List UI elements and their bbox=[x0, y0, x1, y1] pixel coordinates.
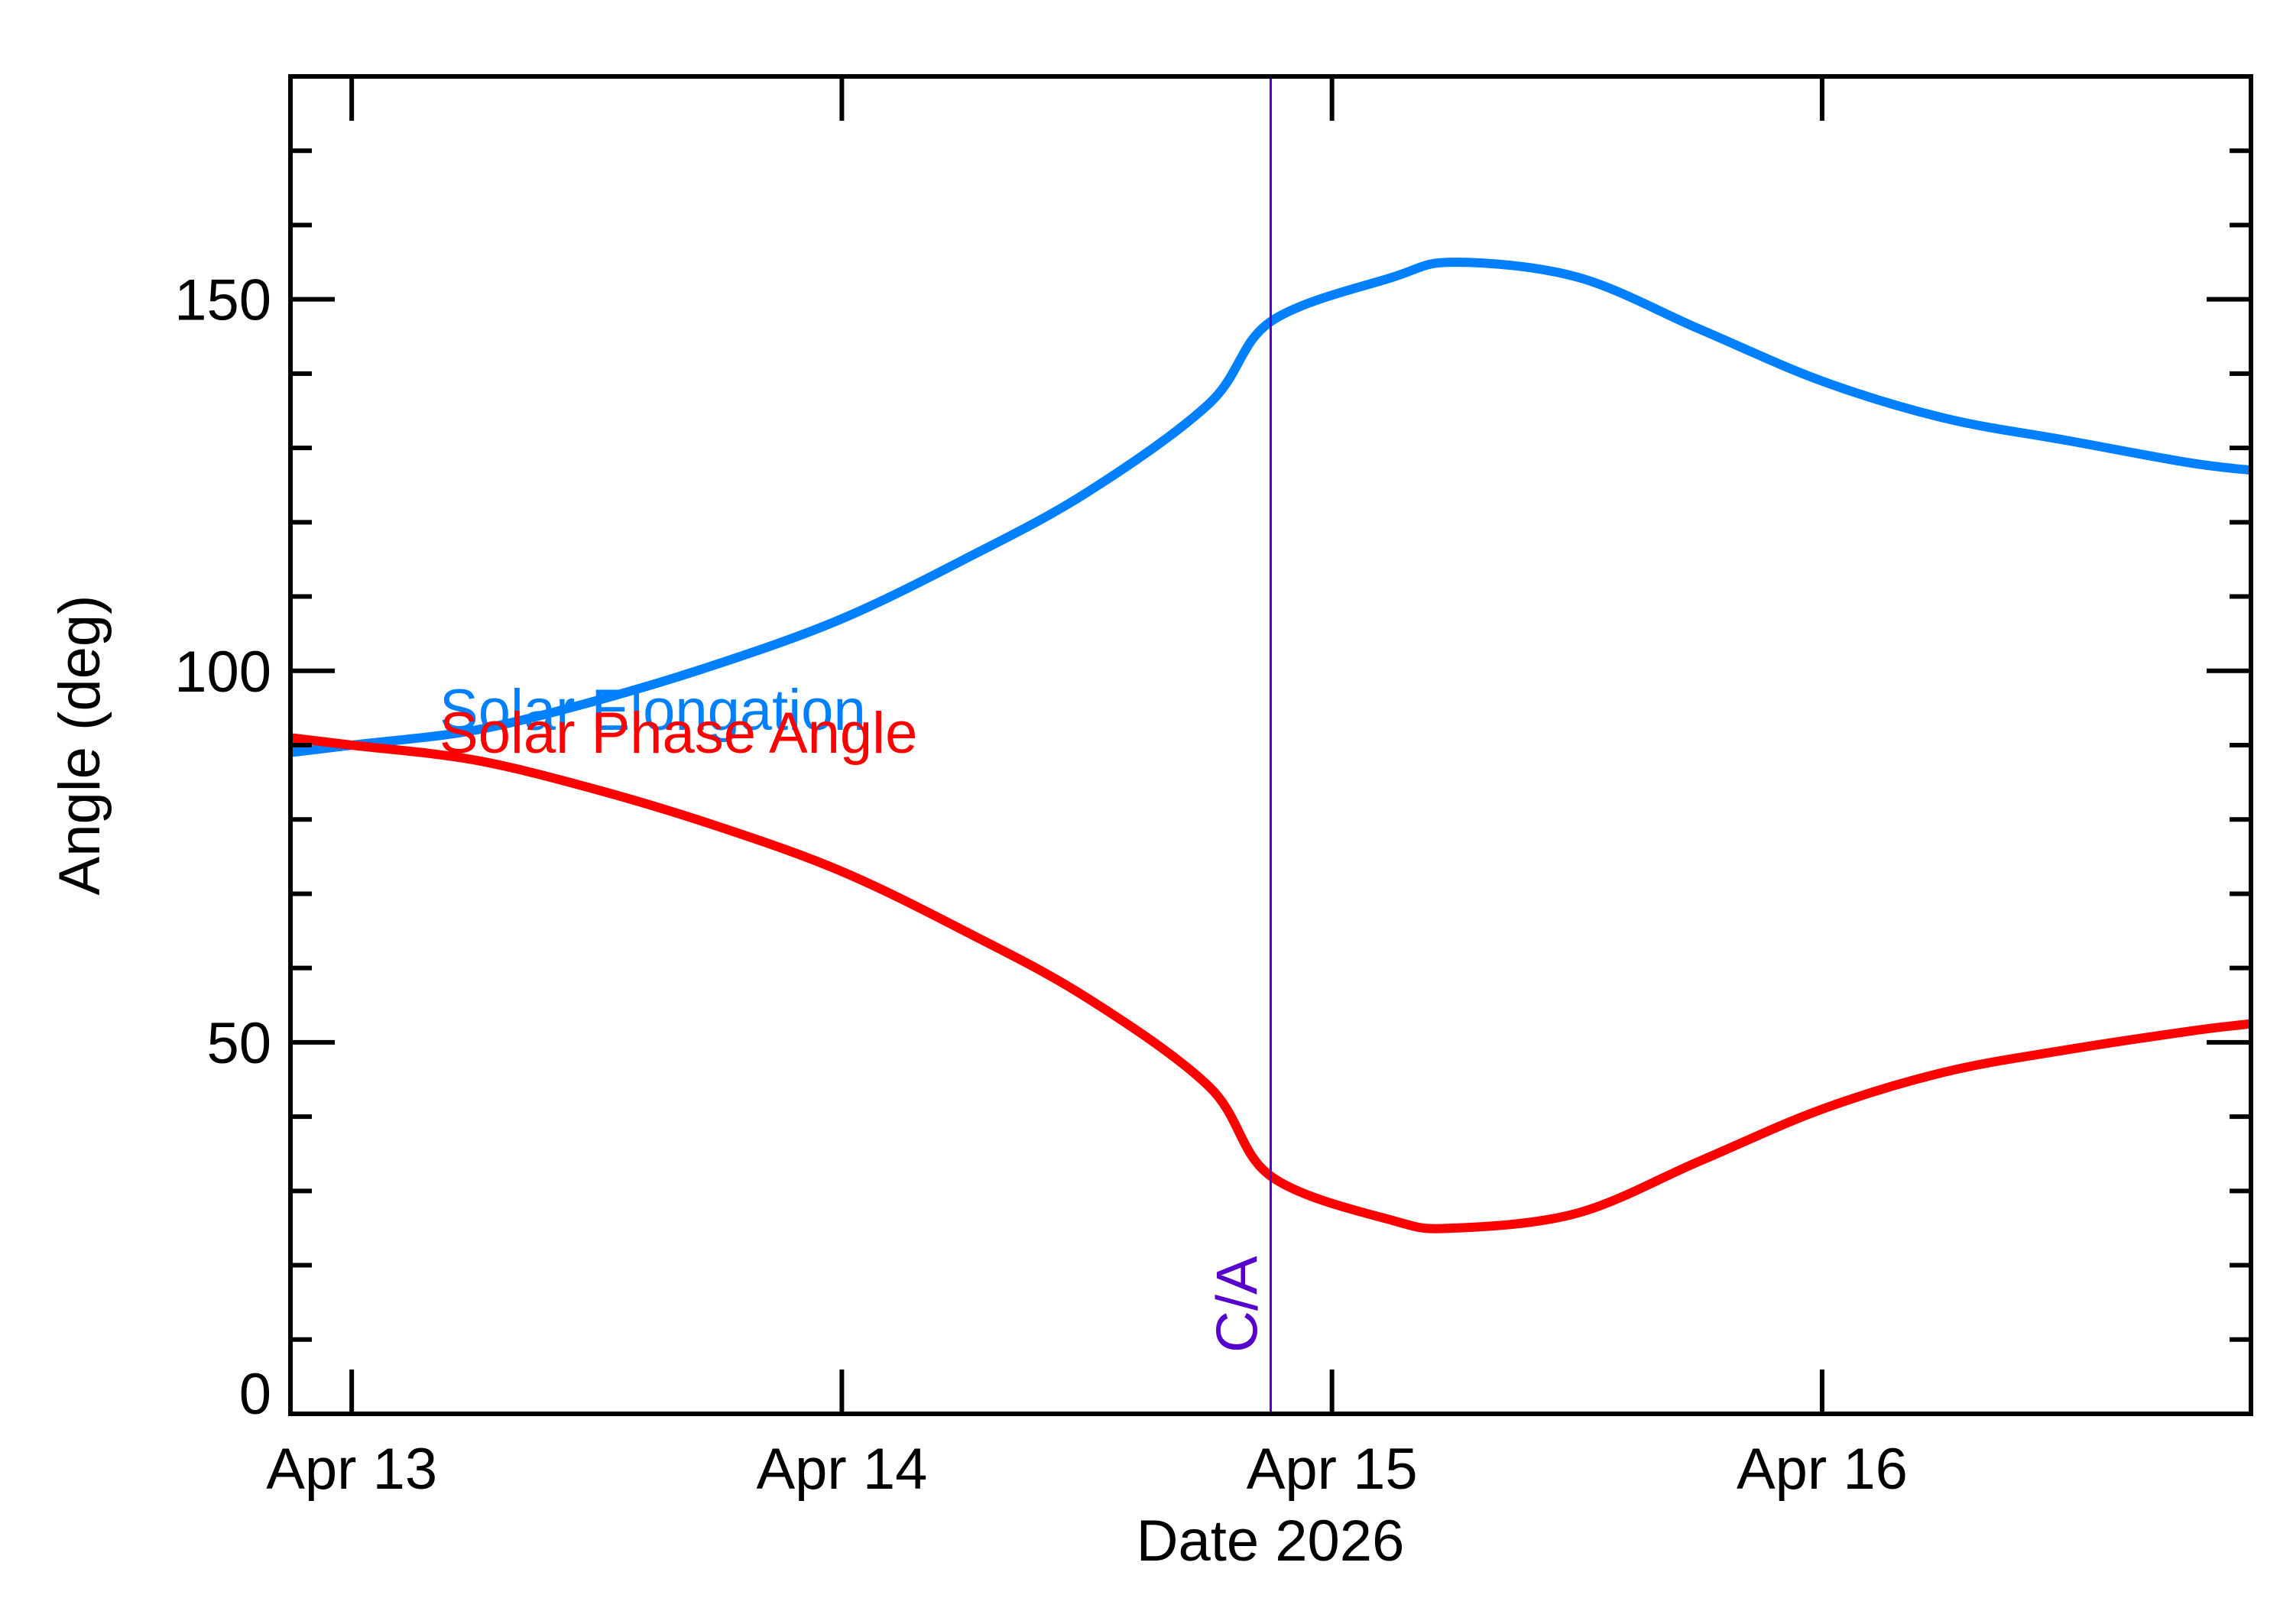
solar-phase-angle-label: Solar Phase Angle bbox=[439, 701, 917, 766]
ticks-layer bbox=[290, 76, 2251, 1416]
solar-phase-angle-line bbox=[290, 733, 2252, 1233]
x-tick-label: Apr 15 bbox=[1247, 1437, 1418, 1502]
closest-approach-layer: C/A bbox=[1205, 76, 1272, 1414]
y-tick-label: 0 bbox=[239, 1362, 271, 1427]
x-tick-label: Apr 13 bbox=[266, 1437, 437, 1502]
y-tick-label: 50 bbox=[206, 1011, 271, 1076]
solar-elongation-label: Solar Elongation bbox=[439, 678, 866, 743]
y-tick-label: 150 bbox=[174, 268, 271, 333]
closest-approach-label: C/A bbox=[1205, 1256, 1270, 1353]
x-axis-label: Date 2026 bbox=[1137, 1509, 1405, 1574]
plot-frame bbox=[288, 74, 2253, 1416]
x-tick-label: Apr 16 bbox=[1737, 1437, 1908, 1502]
y-tick-label: 100 bbox=[174, 640, 271, 705]
y-axis-label: Angle (deg) bbox=[47, 595, 112, 896]
labels-layer: Apr 13 Apr 14 Apr 15 Apr 16 0 50 100 150 Solar E… bbox=[174, 268, 1908, 1502]
series-layer bbox=[290, 258, 2252, 1233]
solar-elongation-line bbox=[290, 258, 2252, 757]
x-tick-label: Apr 14 bbox=[756, 1437, 927, 1502]
